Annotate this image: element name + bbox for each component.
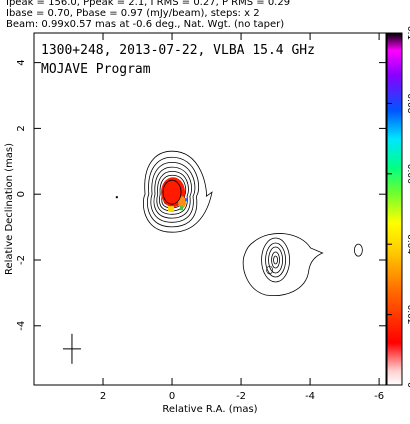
jet-contour xyxy=(266,265,273,275)
x-tick-label: 0 xyxy=(169,391,175,402)
x-tick-label: -4 xyxy=(305,391,315,402)
jet-contour xyxy=(242,233,324,297)
plot-frame xyxy=(33,32,387,386)
y-tick-label: 4 xyxy=(16,59,27,65)
jet-contour xyxy=(271,251,280,269)
chart-subtitle: MOJAVE Program xyxy=(41,62,151,77)
header-line-2: Ibase = 0.70, Pbase = 0.97 (mJy/beam), s… xyxy=(6,8,260,19)
y-tick-label: -2 xyxy=(16,255,27,265)
core-contour xyxy=(150,161,196,223)
jet-contour xyxy=(261,237,290,283)
colorbar xyxy=(386,32,403,386)
jet-contour xyxy=(265,242,286,278)
knot-contour xyxy=(353,243,363,257)
noise-mark xyxy=(115,196,118,199)
colorbar-tick-label: 0 xyxy=(405,382,410,388)
y-tick-label: 2 xyxy=(16,125,27,131)
y-tick-label: -4 xyxy=(16,321,27,331)
core-contour xyxy=(146,156,200,228)
x-tick-label: -6 xyxy=(374,391,384,402)
colorbar-ticks: 0 0.02 0.04 0.06 0.08 0.1 xyxy=(387,26,410,388)
core-pol-patch xyxy=(180,206,184,211)
header-line-1: Ipeak = 156.0, Ppeak = 2.1, I RMS = 0.27… xyxy=(6,0,291,8)
core-pol-patch xyxy=(185,198,188,202)
axes: 2 0 -2 -4 -6 4 2 0 -2 -4 xyxy=(16,33,386,402)
colorbar-tick-label: 0.06 xyxy=(405,164,410,184)
core-pol-patch xyxy=(178,196,187,209)
colorbar-tick-label: 0.1 xyxy=(405,26,410,40)
header-line-3: Beam: 0.99x0.57 mas at -0.6 deg., Nat. W… xyxy=(6,19,285,30)
x-axis-label: Relative R.A. (mas) xyxy=(162,404,257,415)
chart-title: 1300+248, 2013-07-22, VLBA 15.4 GHz xyxy=(41,43,315,58)
y-tick-label: 0 xyxy=(16,191,27,197)
core-contour xyxy=(153,166,192,219)
x-tick-label: 2 xyxy=(100,391,106,402)
jet-contour xyxy=(268,246,283,274)
jet-contour xyxy=(273,255,278,265)
colorbar-tick-label: 0.08 xyxy=(405,93,410,113)
x-tick-label: -2 xyxy=(236,391,246,402)
core-pol-patch xyxy=(168,206,175,212)
core-contour xyxy=(156,171,189,215)
y-axis-label: Relative Declination (mas) xyxy=(4,143,15,275)
core-contour xyxy=(142,150,213,233)
core-contour xyxy=(162,179,182,205)
contour-map xyxy=(62,150,363,364)
colorbar-tick-label: 0.02 xyxy=(405,305,410,325)
colorbar-tick-label: 0.04 xyxy=(405,234,410,254)
